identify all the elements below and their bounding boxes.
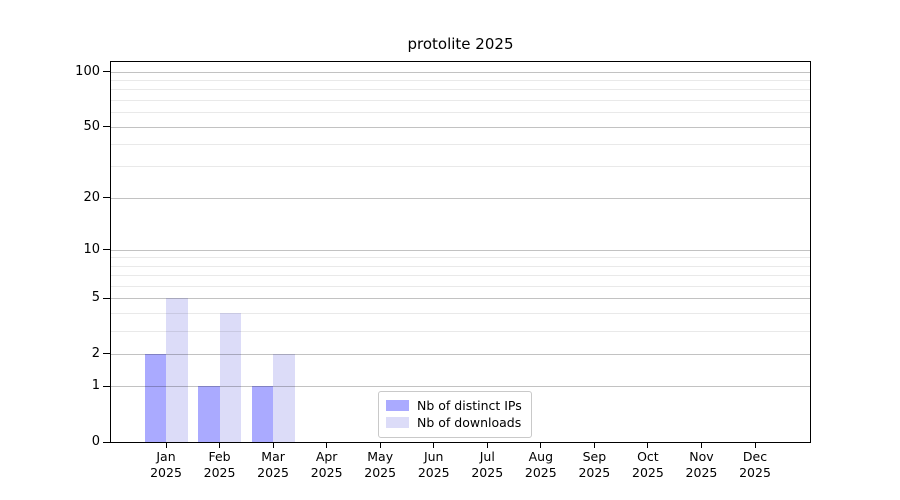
- gridline-minor-80: [111, 89, 810, 91]
- gridline-major-10: [111, 249, 810, 251]
- y-tick-label-1: 1: [91, 378, 100, 394]
- gridline-minor-70: [111, 99, 810, 101]
- chart-title: protolite 2025: [407, 35, 514, 53]
- x-tick-aug: [540, 443, 542, 448]
- gridline-minor-4: [111, 312, 810, 314]
- x-tick-label-nov: Nov 2025: [685, 449, 718, 480]
- x-tick-nov: [700, 443, 702, 448]
- bar-mar-downloads: [273, 353, 295, 442]
- x-tick-feb: [219, 443, 221, 448]
- x-tick-jul: [486, 443, 488, 448]
- gridline-minor-3: [111, 330, 810, 332]
- x-tick-label-jan: Jan 2025: [150, 449, 182, 480]
- legend-item-distinct-ips: Nb of distinct IPs: [386, 397, 522, 414]
- gridline-minor-30: [111, 166, 810, 168]
- gridline-minor-60: [111, 112, 810, 114]
- x-tick-label-dec: Dec 2025: [739, 449, 771, 480]
- x-tick-label-aug: Aug 2025: [524, 449, 557, 480]
- y-tick-100: [103, 71, 110, 73]
- bar-mar-distinct-ips: [251, 386, 274, 442]
- gridline-minor-9: [111, 257, 810, 259]
- y-tick-label-10: 10: [83, 241, 100, 257]
- bar-jan-distinct-ips: [144, 353, 166, 442]
- y-tick-label-0: 0: [91, 434, 100, 449]
- y-tick-0: [103, 441, 110, 443]
- x-tick-mar: [272, 443, 274, 448]
- gridline-minor-40: [111, 144, 810, 146]
- y-tick-50: [103, 126, 110, 128]
- plot-area: [110, 61, 811, 443]
- gridline-major-20: [111, 197, 810, 199]
- gridline-major-5: [111, 298, 810, 300]
- x-tick-jan: [165, 443, 167, 448]
- y-tick-label-5: 5: [91, 290, 100, 306]
- y-tick-label-100: 100: [75, 63, 100, 79]
- gridline-major-100: [111, 71, 810, 73]
- y-tick-label-20: 20: [83, 189, 100, 205]
- y-tick-2: [103, 353, 110, 355]
- gridline-major-2: [111, 353, 810, 355]
- x-tick-dec: [754, 443, 756, 448]
- x-tick-label-may: May 2025: [364, 449, 397, 480]
- x-tick-may: [379, 443, 381, 448]
- legend: Nb of distinct IPs Nb of downloads: [378, 391, 532, 438]
- x-tick-label-sep: Sep 2025: [578, 449, 611, 480]
- legend-swatch-distinct-ips: [386, 400, 409, 411]
- x-tick-oct: [647, 443, 649, 448]
- x-tick-label-feb: Feb 2025: [203, 449, 236, 480]
- legend-item-downloads: Nb of downloads: [386, 414, 522, 431]
- gridline-minor-6: [111, 285, 810, 287]
- legend-label-downloads: Nb of downloads: [417, 415, 522, 430]
- legend-swatch-downloads: [386, 417, 409, 428]
- gridline-major-1: [111, 386, 810, 388]
- y-tick-label-50: 50: [83, 118, 100, 134]
- gridline-major-50: [111, 126, 810, 128]
- gridline-minor-8: [111, 265, 810, 267]
- x-tick-label-apr: Apr 2025: [310, 449, 343, 480]
- x-tick-apr: [326, 443, 328, 448]
- legend-label-distinct-ips: Nb of distinct IPs: [417, 398, 522, 413]
- gridline-minor-7: [111, 275, 810, 277]
- x-tick-jun: [433, 443, 435, 448]
- y-tick-5: [103, 297, 110, 299]
- bar-feb-distinct-ips: [198, 386, 220, 442]
- x-tick-label-oct: Oct 2025: [632, 449, 664, 480]
- y-tick-label-2: 2: [91, 345, 100, 361]
- x-tick-label-mar: Mar 2025: [257, 449, 289, 480]
- x-tick-sep: [593, 443, 595, 448]
- x-tick-label-jul: Jul 2025: [471, 449, 504, 480]
- bar-feb-downloads: [219, 312, 242, 442]
- gridline-minor-90: [111, 80, 810, 82]
- y-tick-20: [103, 197, 110, 199]
- y-tick-1: [103, 385, 110, 387]
- y-tick-10: [103, 249, 110, 251]
- x-tick-label-jun: Jun 2025: [417, 449, 450, 480]
- bar-jan-downloads: [166, 298, 188, 442]
